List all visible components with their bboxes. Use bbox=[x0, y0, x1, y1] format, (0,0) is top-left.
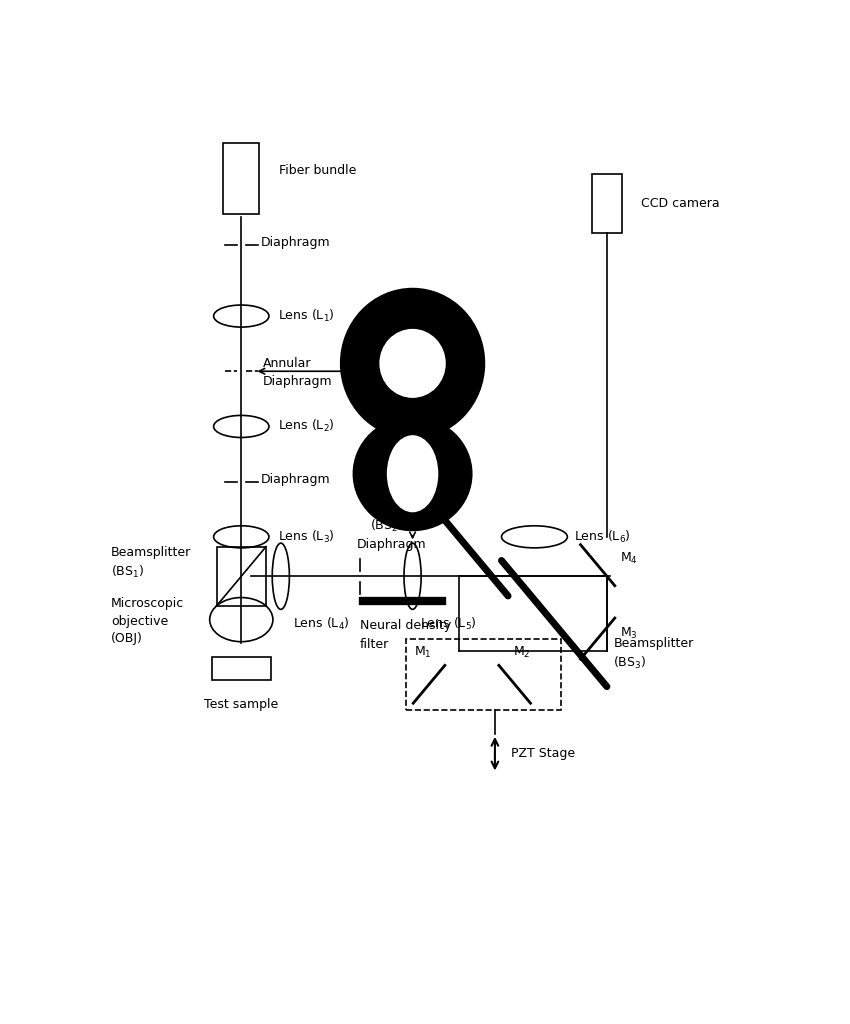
Bar bbox=[592, 174, 621, 233]
Text: Microscopic: Microscopic bbox=[111, 597, 184, 610]
Text: Lens (L$_2$): Lens (L$_2$) bbox=[277, 419, 334, 434]
Text: Beamsplitter: Beamsplitter bbox=[370, 501, 450, 513]
Bar bbox=[212, 656, 271, 680]
Text: Lens (L$_3$): Lens (L$_3$) bbox=[277, 528, 334, 545]
Text: Annular: Annular bbox=[263, 357, 312, 370]
Text: Test sample: Test sample bbox=[204, 697, 279, 711]
Text: Diaphragm: Diaphragm bbox=[261, 473, 331, 485]
Text: Diaphragm: Diaphragm bbox=[263, 375, 332, 388]
Bar bbox=[217, 547, 266, 606]
Text: M$_1$: M$_1$ bbox=[414, 645, 431, 660]
Text: M$_3$: M$_3$ bbox=[620, 627, 638, 641]
Text: Diaphragm: Diaphragm bbox=[261, 237, 331, 249]
Bar bbox=[224, 142, 259, 214]
Text: Lens (L$_6$): Lens (L$_6$) bbox=[574, 528, 631, 545]
Text: PZT Stage: PZT Stage bbox=[512, 748, 575, 760]
Ellipse shape bbox=[388, 436, 438, 512]
Text: Beamsplitter: Beamsplitter bbox=[111, 546, 191, 559]
Ellipse shape bbox=[354, 417, 472, 530]
Ellipse shape bbox=[341, 289, 484, 438]
Text: filter: filter bbox=[360, 638, 389, 651]
Text: Lens (L$_4$): Lens (L$_4$) bbox=[292, 615, 349, 632]
Text: Beamsplitter: Beamsplitter bbox=[614, 637, 694, 650]
Text: Lens (L$_5$): Lens (L$_5$) bbox=[421, 615, 477, 632]
Text: (BS$_2$): (BS$_2$) bbox=[370, 518, 403, 534]
Text: M$_2$: M$_2$ bbox=[513, 645, 530, 660]
Text: M$_4$: M$_4$ bbox=[620, 551, 638, 566]
Text: Lens (L$_1$): Lens (L$_1$) bbox=[277, 308, 334, 325]
Text: Neural density: Neural density bbox=[360, 618, 451, 632]
Text: CCD camera: CCD camera bbox=[642, 198, 720, 210]
Text: (BS$_1$): (BS$_1$) bbox=[111, 563, 144, 580]
Bar bbox=[406, 639, 561, 711]
Ellipse shape bbox=[381, 331, 445, 396]
Text: objective: objective bbox=[111, 614, 168, 628]
Text: (BS$_3$): (BS$_3$) bbox=[614, 655, 647, 671]
Text: (OBJ): (OBJ) bbox=[111, 632, 143, 645]
Text: Fiber bundle: Fiber bundle bbox=[279, 165, 356, 177]
Text: Diaphragm: Diaphragm bbox=[357, 539, 426, 551]
